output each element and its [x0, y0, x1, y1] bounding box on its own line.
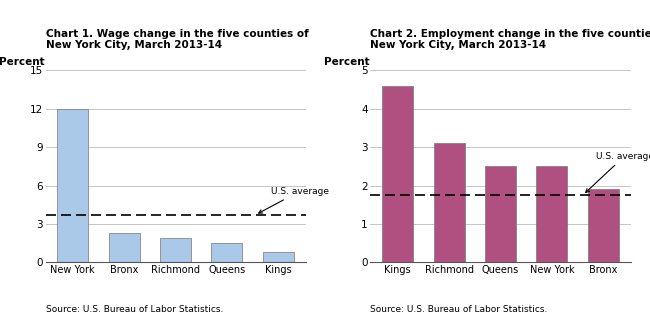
- Bar: [109, 233, 140, 262]
- Bar: [263, 252, 294, 262]
- Bar: [382, 86, 413, 262]
- Bar: [434, 143, 465, 262]
- Bar: [57, 109, 88, 262]
- Text: U.S. average: U.S. average: [586, 152, 650, 192]
- Bar: [588, 189, 619, 262]
- Text: Source: U.S. Bureau of Labor Statistics.: Source: U.S. Bureau of Labor Statistics.: [370, 305, 548, 314]
- Bar: [485, 166, 516, 262]
- Text: Chart 2. Employment change in the five counties of
New York City, March 2013-14: Chart 2. Employment change in the five c…: [370, 28, 650, 50]
- Text: U.S. average: U.S. average: [259, 187, 328, 213]
- Text: Source: U.S. Bureau of Labor Statistics.: Source: U.S. Bureau of Labor Statistics.: [46, 305, 223, 314]
- Text: Percent: Percent: [0, 57, 44, 67]
- Bar: [211, 243, 242, 262]
- Text: Percent: Percent: [324, 57, 369, 67]
- Bar: [536, 166, 567, 262]
- Bar: [160, 238, 191, 262]
- Text: Chart 1. Wage change in the five counties of
New York City, March 2013-14: Chart 1. Wage change in the five countie…: [46, 28, 308, 50]
